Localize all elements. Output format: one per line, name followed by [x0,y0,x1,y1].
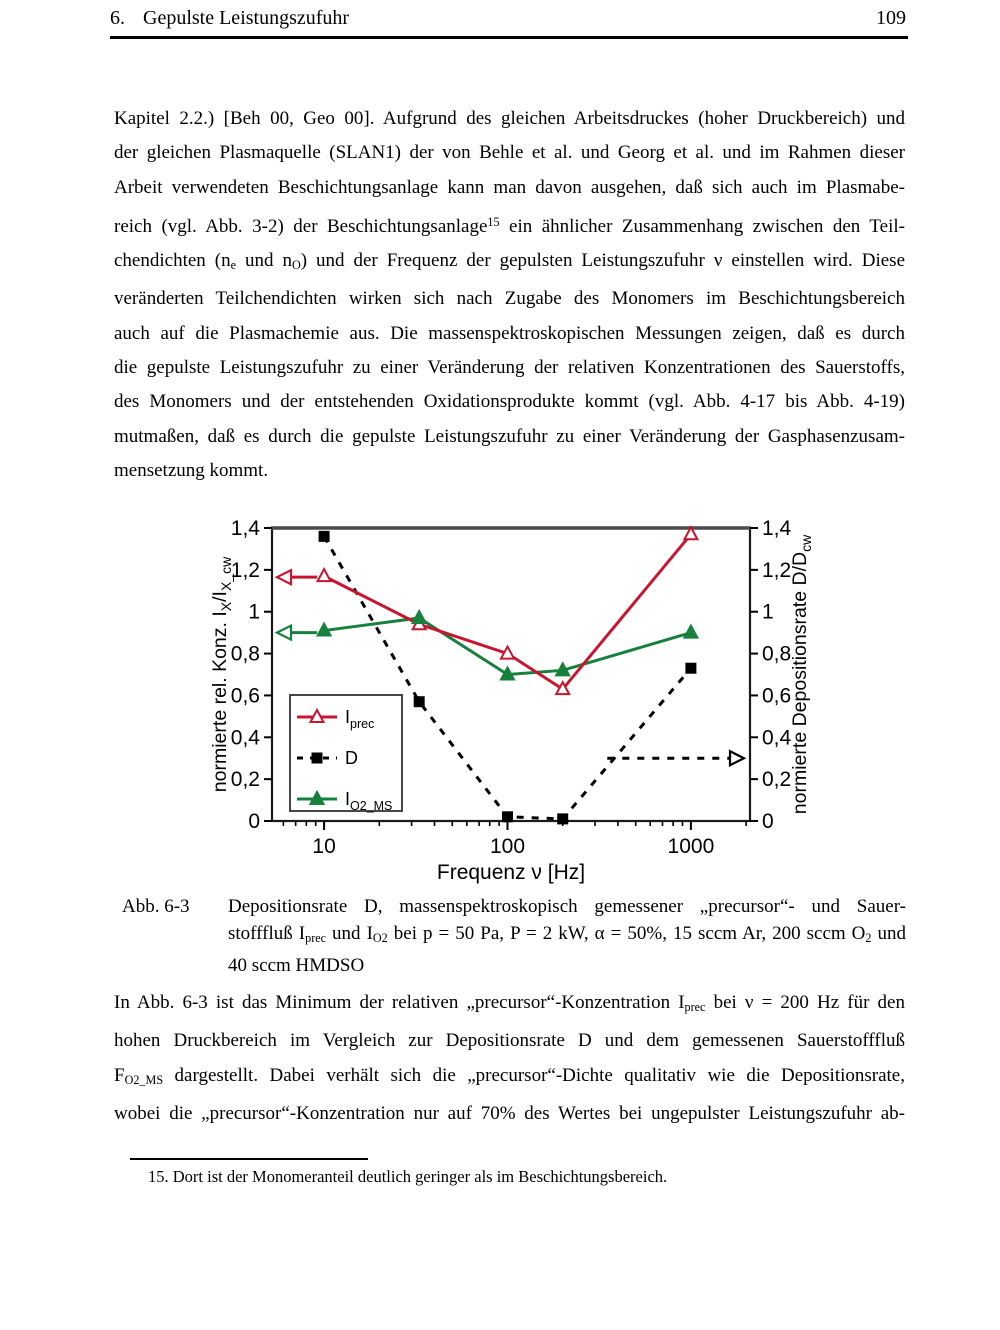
text-line: die gepulste Leistungszufuhr zu einer Ve… [114,357,905,379]
series-markers-I_O2_MS [315,608,700,681]
y-right-axis-title: normierte Depositionsrate D/Dcw [789,534,814,814]
y-right-tick-label: 1,4 [762,517,792,540]
legend-label: D [345,748,358,768]
legend-entry-D: D [297,748,358,768]
running-head: 6. Gepulste Leistungszufuhr [110,7,367,30]
y-right-tick-label: 0,4 [762,726,792,749]
text-line: In Abb. 6-3 ist das Minimum der relative… [114,992,905,1014]
text-line: FO2_MS dargestellt. Dabei verhält sich d… [114,1064,905,1087]
text-line: auch auf die Plasmachemie aus. Die masse… [114,322,905,344]
x-tick-label: 1000 [668,835,715,858]
x-axis-title: Frequenz ν [Hz] [437,861,585,884]
y-left-tick-label: 1,2 [231,559,260,582]
y-left-tick-label: 0,4 [231,726,261,749]
legend-label: IO2_MS [345,789,392,813]
y-right-tick-label: 0 [762,810,774,833]
legend-label: Iprec [345,707,374,731]
y-right-tick-label: 0,6 [762,684,791,707]
chapter-title: Gepulste Leistungszufuhr [143,7,350,29]
text-line: reich (vgl. Abb. 3-2) der Beschichtungsa… [114,214,905,237]
y-right-tick-label: 1,2 [762,559,791,582]
axis-arrow-right [607,749,747,767]
legend: Iprec D IO2_MS [289,694,403,813]
y-axes: 0 0 0,2 0,2 0,4 0,4 0,6 0,6 0,8 0,8 1 1 1,2 1,2 1,4 1,4… [210,517,814,833]
paragraph-1: Kapitel 2.2.) [Beh 00, Geo 00]. Aufgrund… [114,102,905,488]
axis-arrow-left [274,623,318,642]
y-left-tick-label: 0,6 [231,684,260,707]
y-left-axis-title: normierte rel. Konz. IX/IX_cw [210,556,234,792]
text-line: Kapitel 2.2.) [Beh 00, Geo 00]. Aufgrund… [114,108,905,129]
figure-caption: Abb. 6-3 Depositionsrate D, massenspektr… [122,893,906,979]
page-number: 109 [876,7,906,29]
page-header: 6. Gepulste Leistungszufuhr 109 [110,7,906,30]
y-right-tick-label: 1 [762,601,774,624]
legend-entry-I_O2_MS: IO2_MS [297,789,392,813]
y-right-tick-label: 0,8 [762,643,791,666]
header-rule [110,36,908,39]
y-left-tick-label: 0,8 [231,643,260,666]
text-line: 40 sccm HMDSO [228,954,365,976]
x-tick-label: 100 [490,835,525,858]
figure-chart: 10 100 1000 Frequenz ν [Hz] 0 0 0,2 0,2 0,4 0,4 0,… [210,517,814,884]
text-line: Arbeit verwendeten Beschichtungsanlage k… [114,176,905,198]
chapter-number: 6. [110,7,125,29]
footnote-text: 15. Dort ist der Monomeranteil deutlich … [148,1167,668,1186]
caption-label: Abb. 6-3 [122,896,190,917]
footnote: 15. Dort ist der Monomeranteil deutlich … [148,1167,908,1187]
figure: 10 100 1000 Frequenz ν [Hz] 0 0 0,2 0,2 0,4 0,4 0,… [210,513,830,895]
text-line: Depositionsrate D, massenspektroskopisch… [228,896,906,917]
footnote-rule [130,1158,368,1160]
text-line: des Monomers und der entstehenden Oxidat… [114,391,905,413]
y-right-tick-label: 0,2 [762,768,791,791]
x-axis: 10 100 1000 Frequenz ν [Hz] [282,821,747,884]
legend-entry-I_prec: Iprec [297,707,374,731]
text-line: mensetzung kommt. [114,459,269,481]
axis-arrow-left [274,568,318,586]
text-line: hohen Druckbereich im Vergleich zur Depo… [114,1030,905,1052]
legend-box [289,694,403,812]
text-line: mutmaßen, daß es durch die gepulste Leis… [114,425,905,447]
text-line: der gleichen Plasmaquelle (SLAN1) der vo… [114,142,905,164]
y-left-tick-label: 1,4 [231,517,261,540]
text-line: stofffluß Iprec und IO2 bei p = 50 Pa, P… [228,923,907,945]
text-line: veränderten Teilchendichten wirken sich … [114,288,905,310]
paragraph-2: In Abb. 6-3 ist das Minimum der relative… [114,986,905,1131]
x-tick-label: 10 [312,835,335,858]
y-left-tick-label: 0 [248,810,260,833]
text-line: wobei die „precursor“-Konzentration nur … [114,1102,905,1124]
text-line: chendichten (ne und nO) und der Frequenz… [114,250,906,273]
y-left-tick-label: 0,2 [231,768,260,791]
chart-root: 10 100 1000 Frequenz ν [Hz] 0 0 0,2 0,2 0,4 0,4 0,… [210,517,814,884]
y-left-tick-label: 1 [248,601,260,624]
caption-text: Depositionsrate D, massenspektroskopisch… [228,893,906,979]
series-markers-D [318,530,697,825]
